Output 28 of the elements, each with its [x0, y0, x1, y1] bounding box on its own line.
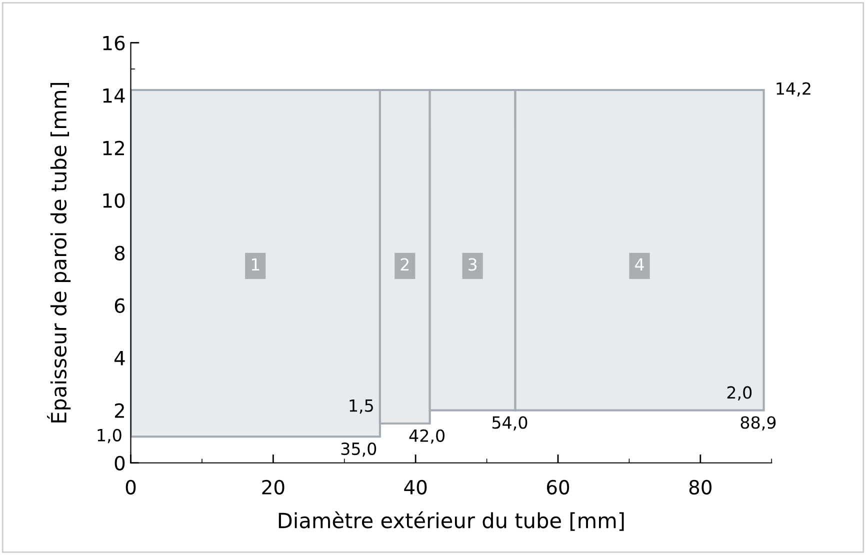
annotation: 54,0: [492, 416, 528, 431]
y-tick-label: 12: [103, 140, 124, 156]
y-tick-label: 2: [114, 403, 124, 418]
y-tick-label: 8: [114, 246, 125, 260]
y-axis-title: Épaisseur de paroi de tube [mm]: [47, 82, 71, 422]
annotation: 2,0: [727, 386, 752, 400]
annotation: 1,0: [98, 428, 122, 444]
annotation: 1: [252, 258, 260, 271]
x-tick-label: 40: [404, 480, 427, 495]
annotation: 88,9: [740, 416, 776, 431]
y-tick-label: 6: [114, 298, 125, 313]
annotation: 1,5: [350, 400, 373, 414]
annotation: 2: [400, 258, 409, 271]
x-tick-label: 60: [546, 480, 570, 495]
x-tick-label: 80: [689, 480, 712, 495]
annotation: 35,0: [341, 442, 376, 457]
y-tick-label: 16: [103, 36, 125, 50]
annotation: 3: [468, 258, 477, 271]
y-tick-label: 10: [103, 193, 125, 208]
annotation: 14,2: [776, 82, 810, 97]
x-tick-label: 0: [126, 480, 136, 495]
x-axis-title: Diamètre extérieur du tube [mm]: [278, 511, 624, 531]
annotation: 42,0: [409, 429, 444, 444]
y-tick-label: 4: [114, 351, 125, 366]
y-tick-label: 14: [103, 88, 125, 103]
x-tick-label: 20: [262, 480, 284, 495]
y-tick-label: 0: [114, 456, 125, 471]
annotation: 4: [635, 258, 644, 271]
